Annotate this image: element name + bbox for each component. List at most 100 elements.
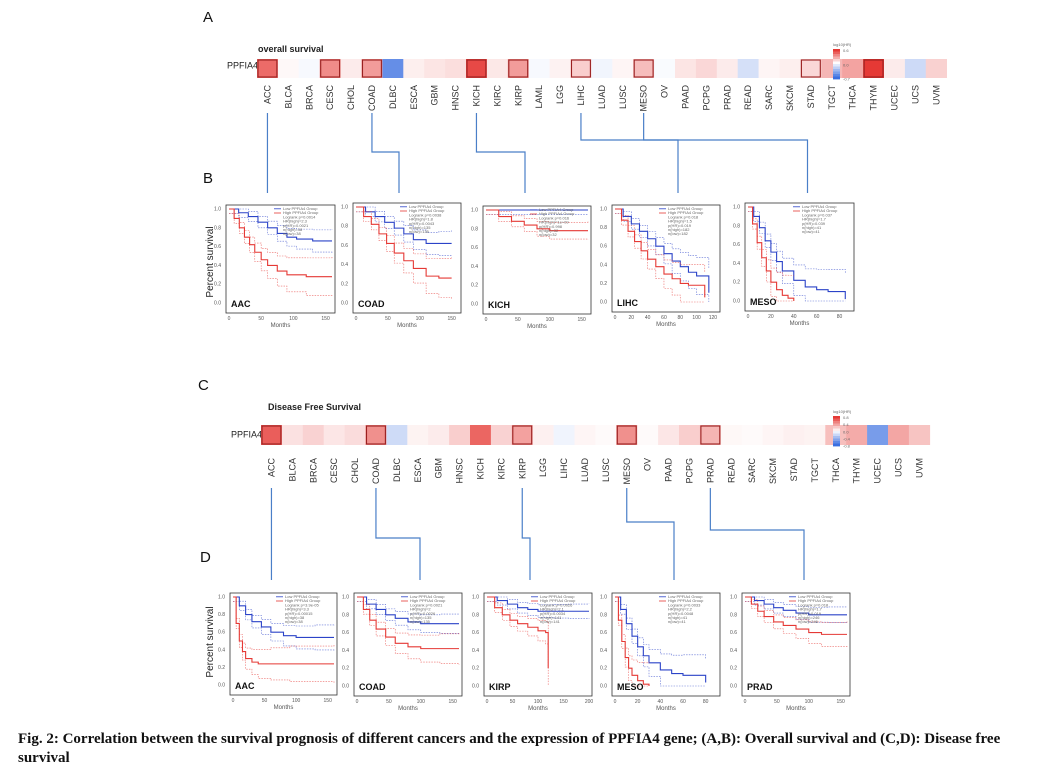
- legend-entry: n(low)=41: [668, 619, 686, 624]
- cancer-label-cesc: CESC: [329, 458, 339, 484]
- y-tick-label: 0.4: [214, 263, 221, 269]
- connector-line: [626, 488, 675, 580]
- cancer-label-brca: BRCA: [308, 458, 318, 483]
- y-tick-label: 0.0: [341, 301, 348, 307]
- plot-label: MESO: [750, 297, 777, 307]
- y-tick-label: 1.0: [214, 207, 221, 213]
- heatmap-cell-dlbc: [382, 59, 404, 78]
- legend-entry: HR(high)=3.3: [285, 607, 310, 612]
- heatmap-cell-hnsc: [449, 425, 471, 445]
- cancer-label-ov: OV: [643, 458, 653, 471]
- legend-entry: Low PPFIA4 Group: [539, 207, 574, 212]
- x-tick-label: 20: [768, 314, 774, 320]
- x-tick-label: 20: [629, 315, 635, 321]
- plot-label: KIRP: [489, 682, 511, 692]
- cancer-label-luad: LUAD: [597, 85, 607, 110]
- plot-label: AAC: [235, 681, 255, 691]
- connector-line: [580, 113, 679, 193]
- cancer-label-ucec: UCEC: [873, 458, 883, 484]
- heatmap-cell-coad: [365, 425, 387, 445]
- legend-entry: High PPFIA4 Group: [539, 211, 575, 216]
- x-tick-label: 60: [661, 315, 667, 321]
- legend-entry: Logrank p=0.0026: [540, 602, 573, 607]
- x-tick-label: 100: [534, 699, 543, 705]
- legend-entry: High PPFIA4 Group: [409, 208, 445, 213]
- x-tick-label: 50: [515, 317, 521, 323]
- legend-entry: n(low)=38: [283, 231, 301, 236]
- heatmap-cell-kirc: [490, 425, 513, 445]
- cancer-label-thym: THYM: [852, 458, 862, 484]
- y-tick-label: 1.0: [600, 595, 607, 601]
- y-tick-label: 1.0: [733, 205, 740, 211]
- connector-line: [643, 113, 809, 193]
- y-tick-label: 0.4: [218, 647, 225, 653]
- legend-swatch: [833, 54, 840, 57]
- heatmap-cell-thym: [863, 59, 885, 78]
- heatmap-cell-chol: [340, 59, 362, 78]
- significance-box-prad: [700, 425, 721, 445]
- cancer-label-lihc: LIHC: [576, 85, 586, 106]
- ci-upper-low: [233, 596, 335, 627]
- survival-curve-low: [233, 596, 334, 639]
- heatmap-cell-lgg: [532, 425, 554, 445]
- heatmap-cell-ov: [654, 59, 676, 78]
- legend-swatch: [833, 421, 840, 424]
- legend-entry: HR(high)=1.7: [802, 217, 827, 222]
- legend-entry: High PPFIA4 Group: [802, 208, 838, 213]
- legend-entry: High PPFIA4 Group: [285, 598, 321, 603]
- cancer-label-prad: PRAD: [722, 85, 732, 111]
- cancer-label-esca: ESCA: [413, 458, 423, 483]
- x-tick-label: 50: [386, 699, 392, 705]
- y-tick-label: 0.8: [472, 612, 479, 618]
- legend-swatch: [833, 428, 840, 432]
- legend-entry: n(high)=182: [668, 227, 690, 232]
- y-tick-label: 1.0: [471, 208, 478, 214]
- significance-box-acc: [261, 425, 282, 445]
- cancer-label-coad: COAD: [371, 458, 381, 485]
- cancer-label-thca: THCA: [848, 85, 858, 110]
- x-tick-label: 0: [614, 699, 617, 705]
- heatmap-cell-ucec: [884, 59, 906, 78]
- heatmap-cell-cesc: [319, 59, 341, 78]
- cancer-label-esca: ESCA: [409, 85, 419, 110]
- cancer-label-skcm: SKCM: [768, 458, 778, 484]
- connector-line: [521, 488, 531, 580]
- legend-swatch: [833, 436, 840, 439]
- heatmap-cell-lusc: [595, 425, 617, 445]
- survival-curve-high: [233, 596, 334, 665]
- km-plot-frame: [482, 205, 592, 315]
- legend-entry: n(low)=32: [539, 232, 557, 237]
- cancer-label-ucs: UCS: [893, 458, 903, 477]
- km-plot-aac: 0.0 0.2 0.4 0.6 0.8 1.0 0 50 100 150 Months Low PPF…: [214, 204, 336, 329]
- cancer-label-kirp: KIRP: [513, 85, 523, 106]
- cancer-label-uvm: UVM: [931, 85, 941, 105]
- cancer-label-read: READ: [726, 458, 736, 484]
- heatmap-cell-ov: [637, 425, 659, 445]
- cancer-label-stad: STAD: [806, 85, 816, 109]
- y-tick-label: 0.8: [471, 226, 478, 232]
- cancer-label-paad: PAAD: [664, 458, 674, 482]
- legend-swatch: [833, 56, 840, 60]
- y-tick-label: 0.0: [733, 299, 740, 305]
- survival-curve-high: [356, 206, 452, 279]
- legend-swatch: [833, 49, 840, 52]
- y-tick-label: 0.6: [341, 243, 348, 249]
- heatmap-cell-lgg: [549, 59, 571, 78]
- cancer-label-pcpg: PCPG: [701, 85, 711, 111]
- ci-lower-low: [357, 601, 460, 635]
- y-tick-label: 0.6: [730, 630, 737, 636]
- x-tick-label: 150: [577, 317, 586, 323]
- cancer-label-hnsc: HNSC: [451, 85, 461, 111]
- heatmap-cell-read: [720, 425, 742, 445]
- y-tick-label: 0.4: [600, 648, 607, 654]
- km-plot-frame: [611, 592, 721, 697]
- cancer-label-tgct: TGCT: [810, 458, 820, 483]
- cancer-label-ucs: UCS: [910, 85, 920, 104]
- y-tick-label: 0.2: [471, 283, 478, 289]
- legend-swatch: [833, 64, 840, 67]
- legend-entry: n(high)=141: [540, 615, 562, 620]
- heatmap-cell-kich: [466, 59, 488, 78]
- legend-swatch: [833, 438, 840, 442]
- heatmap-cell-prad: [699, 425, 722, 445]
